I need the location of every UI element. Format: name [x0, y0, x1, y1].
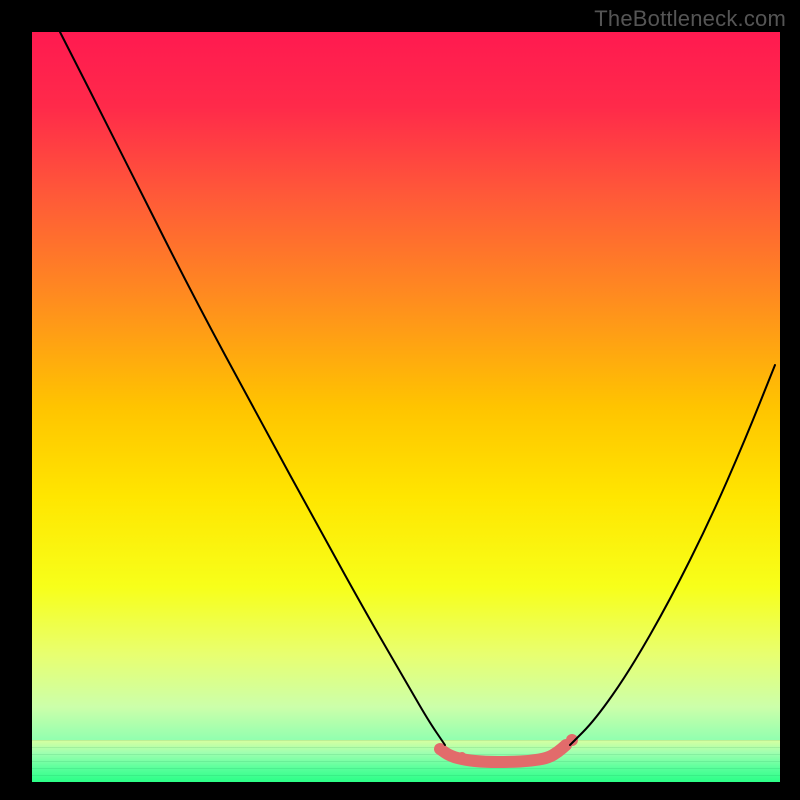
left-curve	[60, 32, 445, 745]
frame-right	[780, 0, 800, 800]
frame-bottom	[0, 782, 800, 800]
frame-left	[0, 0, 32, 800]
bottleneck-curves	[0, 0, 800, 800]
chart-container: TheBottleneck.com	[0, 0, 800, 800]
right-curve	[570, 365, 775, 745]
watermark-text: TheBottleneck.com	[594, 6, 786, 32]
valley-marker-bump	[458, 752, 466, 760]
